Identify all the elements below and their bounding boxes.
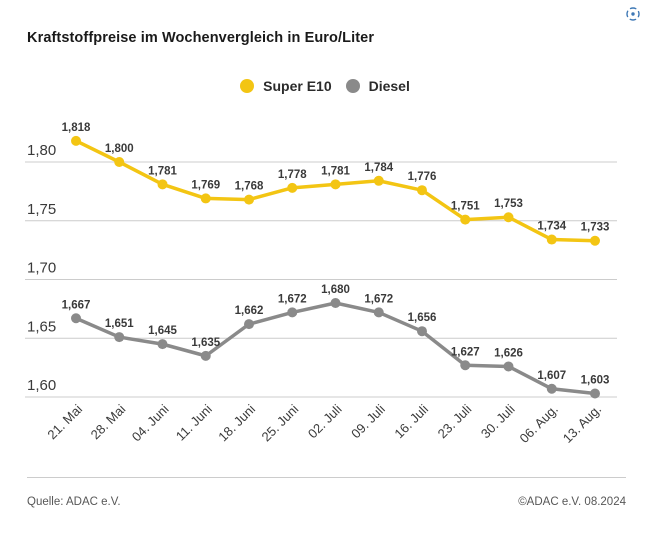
data-point-label-super-e10: 1,818 <box>62 122 91 134</box>
data-point-label-super-e10: 1,781 <box>321 165 350 177</box>
data-point-super-e10 <box>71 135 81 146</box>
data-point-label-diesel: 1,607 <box>537 370 566 382</box>
legend-label-diesel: Diesel <box>368 78 410 94</box>
data-point-diesel <box>373 307 384 318</box>
data-point-diesel <box>200 350 211 361</box>
x-tick-label: 09. Juli <box>348 401 388 441</box>
x-tick-label: 28. Mai <box>88 401 129 442</box>
y-tick-label: 1,65 <box>27 318 56 335</box>
data-point-super-e10 <box>590 235 600 246</box>
data-point-label-super-e10: 1,784 <box>364 162 393 174</box>
data-point-super-e10 <box>157 179 168 190</box>
data-point-label-super-e10: 1,753 <box>494 198 523 210</box>
data-point-super-e10 <box>417 185 427 196</box>
page-title: Kraftstoffpreise im Wochenvergleich in E… <box>27 30 375 46</box>
data-point-diesel <box>460 360 471 371</box>
data-point-label-super-e10: 1,734 <box>537 221 566 233</box>
data-point-diesel <box>71 313 81 324</box>
legend-dot-super-e10 <box>240 79 255 93</box>
data-point-diesel <box>287 307 298 318</box>
legend-item-super-e10: Super E10 <box>240 78 332 94</box>
x-tick-label: 16. Juli <box>391 401 431 441</box>
data-point-label-super-e10: 1,800 <box>105 143 134 155</box>
data-point-label-diesel: 1,662 <box>235 305 264 317</box>
data-point-super-e10 <box>503 212 514 223</box>
data-point-diesel <box>590 388 600 399</box>
data-point-label-diesel: 1,626 <box>494 347 523 359</box>
data-point-diesel <box>157 339 168 350</box>
x-tick-label: 13. Aug. <box>560 402 604 446</box>
data-point-super-e10 <box>373 175 384 186</box>
chart-legend: Super E10 Diesel <box>0 78 650 94</box>
x-tick-label: 04. Juni <box>129 401 172 444</box>
data-point-label-diesel: 1,627 <box>451 346 480 358</box>
y-tick-label: 1,75 <box>27 201 56 218</box>
legend-item-diesel: Diesel <box>345 78 410 94</box>
data-point-label-super-e10: 1,781 <box>148 165 177 177</box>
data-point-label-diesel: 1,667 <box>62 299 91 311</box>
x-tick-label: 25. Juni <box>259 401 302 444</box>
focus-expand-icon-glyph <box>626 7 640 21</box>
data-point-super-e10 <box>330 179 341 190</box>
data-point-label-diesel: 1,645 <box>148 325 177 337</box>
x-tick-label: 30. Juli <box>478 401 518 441</box>
data-point-label-diesel: 1,672 <box>278 293 307 305</box>
x-tick-label: 21. Mai <box>44 401 85 442</box>
data-point-super-e10 <box>114 157 125 167</box>
data-point-super-e10 <box>244 194 254 205</box>
data-point-super-e10 <box>546 234 557 245</box>
data-point-label-diesel: 1,656 <box>408 312 437 324</box>
data-point-label-diesel: 1,603 <box>581 374 610 386</box>
data-point-label-super-e10: 1,751 <box>451 201 480 213</box>
data-point-label-super-e10: 1,776 <box>408 171 437 183</box>
data-point-diesel <box>417 326 427 337</box>
data-point-label-super-e10: 1,769 <box>191 179 220 191</box>
legend-dot-diesel <box>345 79 360 93</box>
data-point-label-diesel: 1,651 <box>105 318 134 330</box>
series-line-super-e10 <box>74 139 597 243</box>
data-point-diesel <box>503 361 514 372</box>
data-point-label-diesel: 1,635 <box>191 337 220 349</box>
data-point-super-e10 <box>460 214 471 225</box>
copyright-text: ©ADAC e.V. 08.2024 <box>518 496 626 508</box>
data-point-label-super-e10: 1,733 <box>581 222 610 234</box>
data-point-diesel <box>114 332 125 343</box>
series-line-diesel <box>74 301 597 396</box>
footer-divider <box>27 477 626 478</box>
x-tick-label: 02. Juli <box>305 401 345 441</box>
data-point-label-diesel: 1,680 <box>321 284 350 296</box>
y-tick-label: 1,60 <box>27 377 56 394</box>
legend-label-super-e10: Super E10 <box>263 78 332 94</box>
focus-expand-icon[interactable] <box>624 5 642 23</box>
data-point-super-e10 <box>287 182 298 193</box>
x-tick-label: 18. Juni <box>215 401 258 444</box>
data-point-label-diesel: 1,672 <box>364 293 393 305</box>
x-tick-label: 23. Juli <box>435 401 475 441</box>
y-tick-label: 1,80 <box>27 142 56 159</box>
x-tick-label: 11. Juni <box>173 401 215 443</box>
data-point-diesel <box>244 319 254 330</box>
data-point-super-e10 <box>200 193 211 204</box>
data-point-label-super-e10: 1,778 <box>278 169 307 181</box>
source-text: Quelle: ADAC e.V. <box>27 496 121 508</box>
x-tick-label: 06. Aug. <box>517 402 561 446</box>
y-tick-label: 1,70 <box>27 260 56 277</box>
data-point-diesel <box>330 298 341 308</box>
data-point-label-super-e10: 1,768 <box>235 181 264 193</box>
data-point-diesel <box>546 383 557 394</box>
